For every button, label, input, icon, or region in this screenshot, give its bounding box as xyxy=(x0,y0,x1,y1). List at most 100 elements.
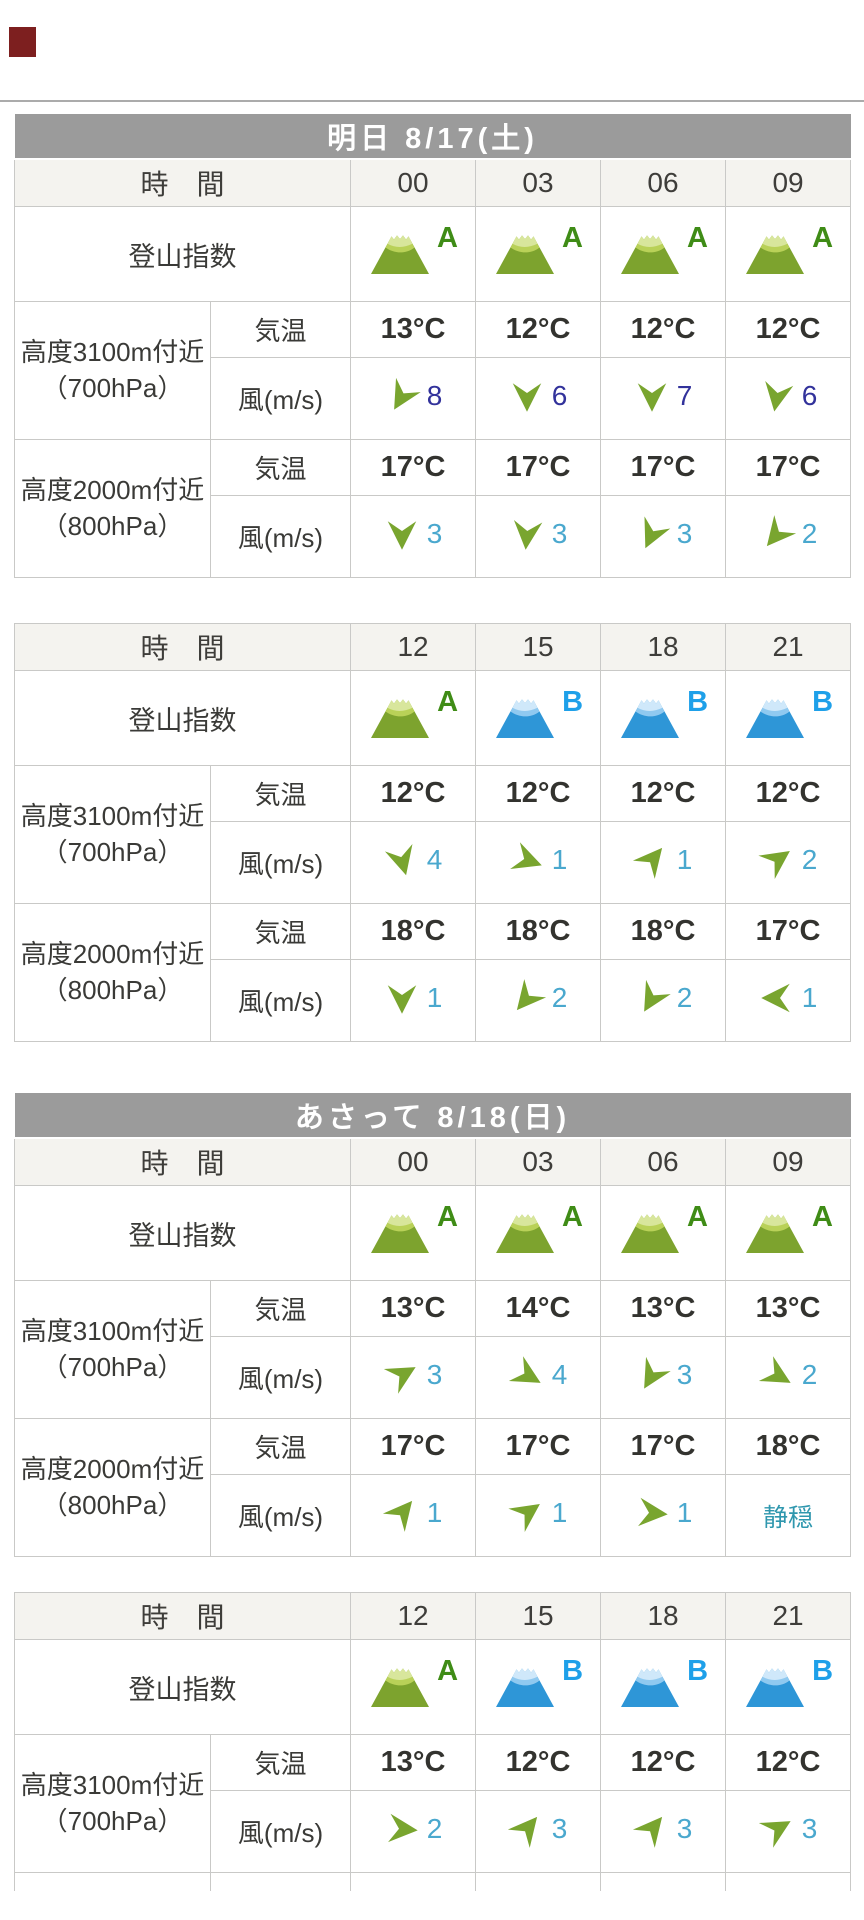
index-grade-label: A xyxy=(812,221,834,254)
time-header-cell: 12 xyxy=(350,1592,477,1640)
temperature-cell: 12°C xyxy=(350,765,477,822)
mountain-icon xyxy=(746,699,805,738)
wind-speed-value: 3 xyxy=(676,1359,693,1390)
mountain-index-icon: A xyxy=(493,1201,583,1255)
mountain-icon xyxy=(621,1214,679,1253)
wind-speed-value: 1 xyxy=(551,1497,568,1528)
temperature-cell: 17°C xyxy=(600,1418,726,1475)
wind-cell: 3 xyxy=(350,1336,476,1419)
wind-cell: 7 xyxy=(600,357,726,440)
wind-cell: 3 xyxy=(475,495,601,578)
wind-direction-icon xyxy=(512,383,541,412)
time-header-cell: 09 xyxy=(724,158,852,207)
time-header-cell: 18 xyxy=(600,1592,727,1640)
mountain-icon xyxy=(496,235,554,274)
wind-indicator: 3 xyxy=(384,516,442,552)
temperature-cell: 18°C xyxy=(350,903,477,960)
mountain-index-icon: B xyxy=(743,686,833,740)
time-row-label: 時 間 xyxy=(14,158,351,207)
mountain-index-icon: B xyxy=(618,1655,708,1709)
climbing-index-cell: A xyxy=(350,1185,476,1281)
altitude-label: 高度3100m付近 （700hPa） xyxy=(14,765,211,904)
time-header-cell: 03 xyxy=(475,1137,601,1186)
index-grade-label: A xyxy=(562,1200,583,1233)
wind-indicator: 7 xyxy=(634,378,692,414)
wind-direction-icon xyxy=(387,1813,418,1843)
wind-row-label: 風(m/s) xyxy=(210,357,351,440)
temperature-cell: 12°C xyxy=(725,765,852,822)
temperature-cell: 12°C xyxy=(475,1734,602,1791)
wind-speed-value: 1 xyxy=(801,982,818,1013)
wind-indicator: 3 xyxy=(634,516,692,552)
index-grade-label: B xyxy=(562,1654,584,1687)
wind-indicator: 4 xyxy=(384,842,442,878)
temperature-cell: 17°C xyxy=(475,1418,601,1475)
wind-speed-value: 1 xyxy=(426,1497,443,1528)
wind-direction-icon xyxy=(758,1356,791,1383)
temperature-cell: 12°C xyxy=(600,1734,727,1791)
mountain-icon xyxy=(746,235,805,274)
wind-cell: 1 xyxy=(475,821,602,904)
time-header-cell: 06 xyxy=(600,158,726,207)
wind-speed-value: 6 xyxy=(551,380,568,411)
wind-row-label: 風(m/s) xyxy=(210,495,351,578)
forecast-table: あさって 8/18(日) 時 間 00 03 06 09 登山指数 A A A A 高度3100m付近… xyxy=(14,1092,851,1557)
mountain-icon xyxy=(621,1668,680,1707)
mountain-icon xyxy=(746,1214,804,1253)
mountain-icon xyxy=(371,235,429,274)
temperature-cell: 12°C xyxy=(600,765,727,822)
wind-indicator: 2 xyxy=(384,1811,442,1847)
time-header-cell: 21 xyxy=(725,623,852,671)
climbing-index-cell: A xyxy=(475,206,601,302)
wind-direction-icon xyxy=(382,1500,412,1532)
wind-indicator: 2 xyxy=(634,979,692,1016)
temperature-cell: 18°C xyxy=(475,903,602,960)
climbing-index-cell: A xyxy=(475,1185,601,1281)
wind-direction-icon xyxy=(508,1503,540,1532)
wind-cell: 6 xyxy=(724,357,852,440)
wind-row-label: 風(m/s) xyxy=(209,1790,352,1873)
wind-indicator: 8 xyxy=(384,377,443,414)
climbing-index-cell: A xyxy=(350,670,477,766)
climbing-index-cell: B xyxy=(725,1639,852,1735)
wind-direction-icon xyxy=(637,1497,668,1527)
wind-speed-value: 1 xyxy=(551,844,568,875)
index-grade-label: B xyxy=(687,1654,709,1687)
index-grade-label: B xyxy=(812,1654,834,1687)
wind-cell: 4 xyxy=(475,1336,601,1419)
mountain-index-icon: B xyxy=(743,1655,833,1709)
mountain-index-icon: A xyxy=(368,222,458,276)
wind-cell: 2 xyxy=(600,959,727,1042)
wind-direction-icon xyxy=(760,983,790,1013)
cutoff-cell xyxy=(14,1872,211,1891)
temp-row-label: 気温 xyxy=(210,1280,351,1337)
mountain-index-icon: B xyxy=(493,1655,583,1709)
wind-direction-icon xyxy=(637,383,666,412)
mountain-index-icon: A xyxy=(743,222,833,276)
climbing-index-cell: B xyxy=(600,670,727,766)
temperature-cell: 17°C xyxy=(475,439,601,496)
time-header-cell: 06 xyxy=(600,1137,726,1186)
wind-cell: 2 xyxy=(475,959,602,1042)
time-header-cell: 15 xyxy=(475,623,602,671)
wind-row-label: 風(m/s) xyxy=(209,959,352,1042)
index-grade-label: B xyxy=(687,685,709,718)
index-grade-label: A xyxy=(562,221,583,254)
wind-indicator: 2 xyxy=(758,1356,818,1393)
mountain-icon xyxy=(371,699,430,738)
altitude-label: 高度3100m付近 （700hPa） xyxy=(14,301,211,440)
mountain-icon xyxy=(496,1668,555,1707)
wind-speed-value: 8 xyxy=(426,380,443,411)
wind-cell: 1 xyxy=(475,1474,601,1557)
wind-direction-icon xyxy=(507,1816,537,1848)
wind-speed-value: 2 xyxy=(801,1359,818,1390)
mountain-index-icon: A xyxy=(368,686,458,740)
forecast-tables: 明日 8/17(土) 時 間 00 03 06 09 登山指数 A A A A 高度3100m付近 （7… xyxy=(13,113,852,1891)
wind-indicator: 6 xyxy=(759,378,817,414)
index-grade-label: A xyxy=(687,221,708,254)
wind-direction-icon xyxy=(516,979,546,1011)
time-header-cell: 12 xyxy=(350,623,477,671)
time-header-cell: 21 xyxy=(725,1592,852,1640)
wind-indicator: 3 xyxy=(383,1357,442,1394)
wind-direction-icon xyxy=(643,1356,671,1389)
